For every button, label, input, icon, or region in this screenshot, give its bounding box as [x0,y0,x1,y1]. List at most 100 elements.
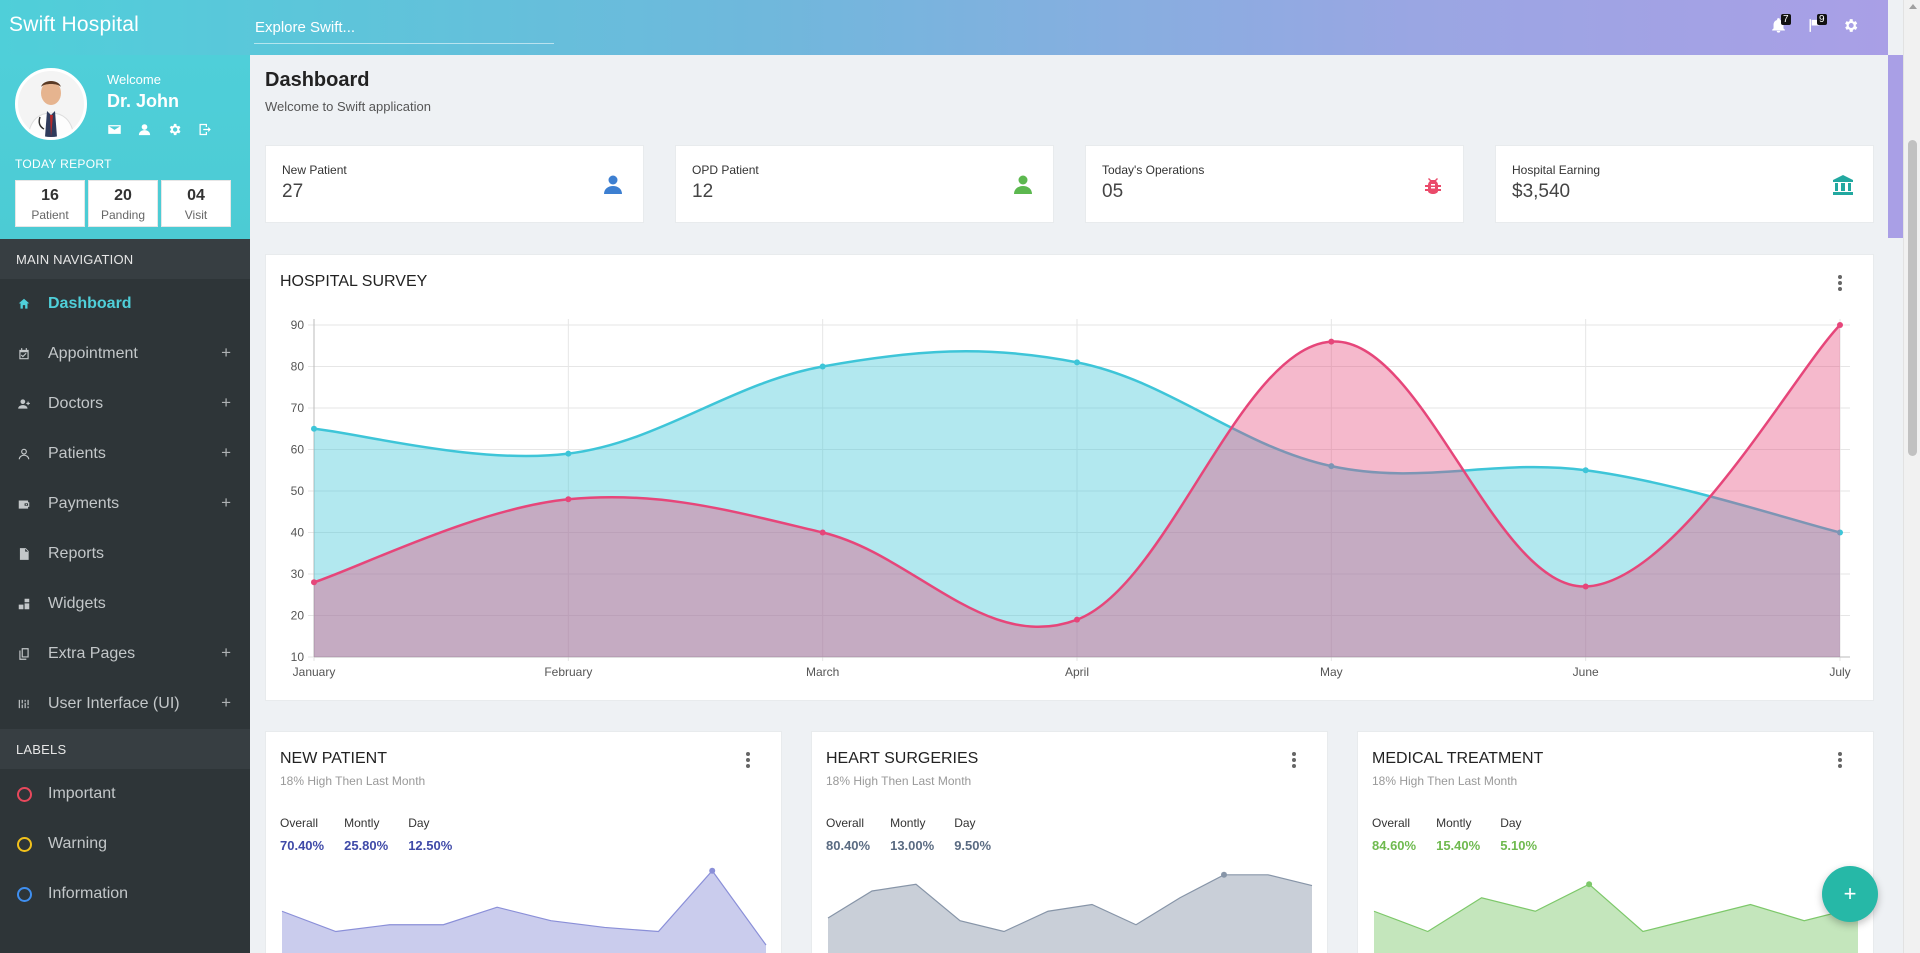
stat-value: 20 [114,187,132,204]
stat-card-value: 05 [1102,181,1124,202]
sidebar-item-label: Doctors [48,395,104,412]
stat-label: Visit [184,208,208,222]
doctor-avatar-icon [18,71,84,137]
y-tick-label: 20 [291,609,305,623]
mini-stat-label: Overall [1372,816,1411,830]
file-icon [16,546,32,562]
main-content: Dashboard Welcome to Swift application N… [250,55,1888,953]
sidebar-item-label: Payments [48,495,120,512]
label-text: Warning [48,835,107,852]
mini-card-title: MEDICAL TREATMENT [1372,750,1544,767]
page-title: Dashboard [265,69,370,91]
profile-panel: Welcome Dr. John TODAY REPORT 16 Patient… [0,55,250,239]
main-navigation-heading: MAIN NAVIGATION [0,239,250,279]
expand-plus-icon[interactable]: + [221,493,231,512]
mini-stat-overall: Overall 70.40% [280,816,324,853]
label-information[interactable]: Information [0,869,250,919]
sidebar-item-extra-pages[interactable]: Extra Pages + [0,629,250,679]
search-input[interactable]: Explore Swift... [254,17,554,44]
sparkline-line [1373,883,1859,933]
notifications-badge: 7 [1781,14,1791,25]
data-point [819,529,826,536]
scrollbar-thumb[interactable] [1908,140,1917,456]
settings-button[interactable] [1842,17,1864,37]
y-tick-label: 60 [291,443,305,457]
sparkline-line [827,874,1313,933]
mini-stat-day: Day 9.50% [954,816,991,853]
brand-logo[interactable]: Swift Hospital [9,13,140,36]
mini-stat-value: 13.00% [890,838,935,853]
label-text: Important [48,785,116,802]
logout-icon[interactable] [197,122,216,139]
floating-add-button[interactable]: + [1822,866,1878,922]
mail-icon[interactable] [107,122,126,139]
sidebar-item-label: Dashboard [48,295,132,312]
stat-card-opd-patient[interactable]: OPD Patient 12 [675,145,1054,223]
expand-plus-icon[interactable]: + [221,693,231,712]
x-tick-label: March [806,665,839,679]
more-options-icon[interactable] [1291,752,1297,768]
more-options-icon[interactable] [1837,752,1843,768]
ui-icon [16,696,32,712]
label-warning[interactable]: Warning [0,819,250,869]
avatar[interactable] [15,68,87,140]
sparkline-peak-point [1221,871,1227,878]
mini-stat-value: 25.80% [344,838,389,853]
scroll-up-arrow-icon[interactable] [1909,4,1917,9]
mini-stat-label: Montly [344,816,380,830]
notifications-button[interactable]: 7 [1770,14,1792,37]
sidebar-item-widgets[interactable]: Widgets [0,579,250,629]
sidebar-item-dashboard[interactable]: Dashboard [0,279,250,329]
data-point [1074,616,1080,623]
stat-card-new-patient[interactable]: New Patient 27 [265,145,644,223]
sidebar-item-doctors[interactable]: Doctors + [0,379,250,429]
mini-stat-label: Montly [1436,816,1472,830]
bug-icon [1421,173,1445,197]
sidebar-item-user-interface[interactable]: User Interface (UI) + [0,679,250,729]
stat-label: Panding [100,208,146,222]
sidebar-item-payments[interactable]: Payments + [0,479,250,529]
expand-plus-icon[interactable]: + [221,643,231,662]
sparkline-area [828,874,1312,953]
mini-stat-montly: Montly 13.00% [890,816,934,853]
sidebar-item-patients[interactable]: Patients + [0,429,250,479]
page-scrollbar[interactable] [1903,0,1920,953]
mini-stat-day: Day 5.10% [1500,816,1537,853]
data-point [1582,467,1589,474]
mini-stat-value: 15.40% [1436,838,1481,853]
sidebar-item-appointment[interactable]: Appointment + [0,329,250,379]
x-tick-label: May [1320,665,1343,679]
label-important[interactable]: Important [0,769,250,819]
x-tick-label: June [1573,665,1599,679]
sparkline-area [282,870,766,953]
profile-user-icon[interactable] [137,122,156,139]
more-options-icon[interactable] [1837,275,1843,291]
data-point [1328,338,1335,345]
user-icon [16,446,32,462]
profile-name[interactable]: Dr. John [107,91,180,111]
flags-button[interactable]: 9 [1806,14,1828,37]
sidebar-item-reports[interactable]: Reports [0,529,250,579]
more-options-icon[interactable] [745,752,751,768]
data-point [1837,322,1843,328]
bank-icon [1831,173,1855,197]
expand-plus-icon[interactable]: + [221,343,231,362]
expand-plus-icon[interactable]: + [221,393,231,412]
profile-gear-icon[interactable] [167,122,186,139]
stat-label: Patient [31,208,69,222]
labels-heading: LABELS [0,729,250,769]
flag-icon [1809,19,1820,32]
data-point [1582,583,1589,590]
y-tick-label: 80 [291,360,305,374]
information-ring-icon [16,886,32,902]
stat-card-value: 12 [692,181,714,202]
mini-card-subtitle: 18% High Then Last Month [826,774,972,788]
mini-stat-label: Day [954,816,976,830]
medical-treatment-sparkline [1373,881,1859,953]
expand-plus-icon[interactable]: + [221,443,231,462]
stat-card-operations[interactable]: Today's Operations 05 [1085,145,1464,223]
stat-card-hospital-earning[interactable]: Hospital Earning $3,540 [1495,145,1874,223]
stat-card-label: New Patient [282,163,347,177]
sparkline-peak-point [709,867,716,874]
sparkline-line [281,869,767,946]
